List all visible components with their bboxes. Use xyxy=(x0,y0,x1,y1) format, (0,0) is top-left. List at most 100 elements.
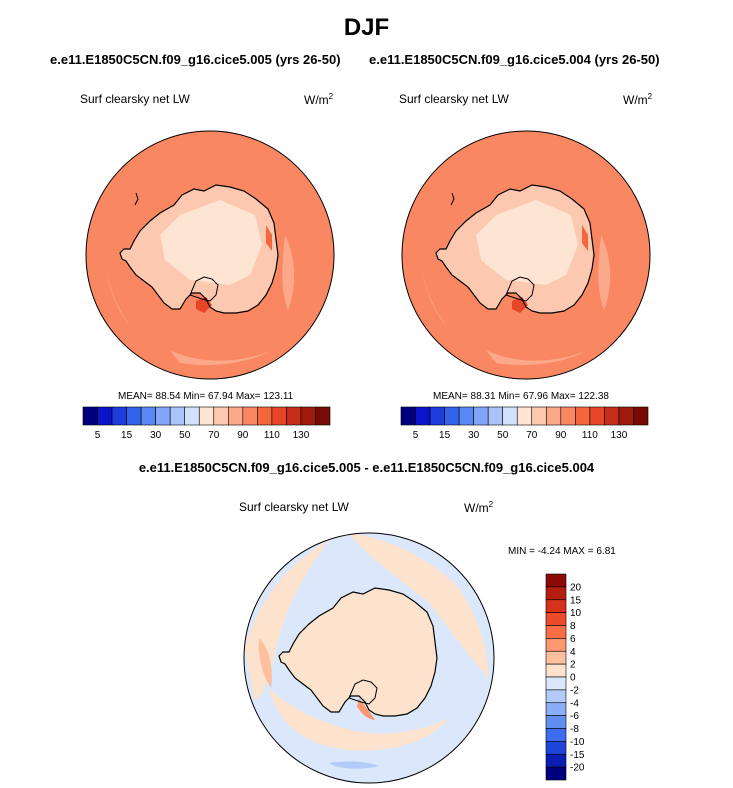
map-border xyxy=(85,130,335,380)
colorbar-box xyxy=(444,406,460,426)
colorbar-tick-label: 70 xyxy=(526,430,538,441)
colorbar-box xyxy=(560,406,576,426)
diff-weddell-positive xyxy=(258,638,272,688)
colorbar-box xyxy=(415,406,431,426)
ross-ice-shelf-line xyxy=(348,679,378,705)
field-label-right: Surf clearsky net LW xyxy=(399,92,509,106)
stats-right: MEAN= 88.31 Min= 67.96 Max= 122.38 xyxy=(433,391,609,402)
colorbar-tick-label: -15 xyxy=(570,750,585,761)
colorbar-tick-label: -20 xyxy=(570,763,585,774)
units-left: W/m2 xyxy=(304,92,334,107)
map-border xyxy=(401,130,651,380)
colorbar-box xyxy=(184,406,200,426)
colorbar-box xyxy=(604,406,620,426)
colorbar-tick-label: 2 xyxy=(570,660,576,671)
colorbar-tick-label: 90 xyxy=(237,430,249,441)
case-title-left: e.e11.E1850C5CN.f09_g16.cice5.005 (yrs 2… xyxy=(50,52,341,67)
colorbar-box xyxy=(618,406,634,426)
colorbar-box xyxy=(271,406,287,426)
colorbar-box xyxy=(575,406,591,426)
colorbar-tick-label: 130 xyxy=(293,430,310,441)
colorbar-right: 5 15 30 50 70 90 110 130 xyxy=(400,406,649,441)
field-label-left: Surf clearsky net LW xyxy=(80,92,190,106)
colorbar-box xyxy=(111,406,127,426)
colorbar-box xyxy=(257,406,273,426)
map-panel-diff xyxy=(243,532,495,784)
colorbar-box xyxy=(169,406,186,426)
colorbar-box xyxy=(545,702,567,716)
colorbar-box xyxy=(545,728,567,742)
colorbar-box xyxy=(545,689,567,704)
colorbar-box xyxy=(502,406,518,426)
colorbar-box xyxy=(286,406,302,426)
stats-diff: MIN = -4.24 MAX = 6.81 xyxy=(508,546,616,557)
colorbar-box xyxy=(227,406,244,426)
ocean-band-lighter xyxy=(282,235,295,310)
ocean-band-lighter xyxy=(486,350,586,365)
units-right: W/m2 xyxy=(623,92,653,107)
island-outline xyxy=(134,192,139,206)
colorbar-box xyxy=(545,638,567,652)
colorbar-tick-label: 15 xyxy=(570,595,582,606)
map-panel-right xyxy=(401,130,651,380)
diff-amundsen-positive xyxy=(357,698,375,720)
difference-title: e.e11.E1850C5CN.f09_g16.cice5.005 - e.e1… xyxy=(138,460,595,475)
ross-ice-shelf-line xyxy=(189,276,219,302)
antarctic-plateau-field xyxy=(160,200,262,285)
colorbar-tick-label: -6 xyxy=(570,711,579,722)
units-diff: W/m2 xyxy=(464,500,494,515)
colorbar-box xyxy=(516,406,533,426)
colorbar-tick-label: 8 xyxy=(570,621,576,632)
colorbar-box xyxy=(545,715,567,729)
ocean-band-lighter xyxy=(598,235,611,310)
map-right-content xyxy=(401,130,651,380)
colorbar-tick-label: 70 xyxy=(208,430,220,441)
colorbar-box xyxy=(82,406,98,426)
colorbar-tick-label: 15 xyxy=(439,430,451,441)
colorbar-box xyxy=(198,406,215,426)
colorbar-box xyxy=(458,406,474,426)
colorbar-box xyxy=(300,406,316,426)
colorbar-box xyxy=(633,406,649,426)
colorbar-tick-label: 50 xyxy=(179,430,191,441)
colorbar-tick-label: -10 xyxy=(570,737,585,748)
colorbar-box xyxy=(487,406,504,426)
colorbar-box xyxy=(429,406,445,426)
figure-title: DJF xyxy=(343,14,390,41)
coastal-warm-field xyxy=(582,225,588,251)
colorbar-box xyxy=(545,586,567,601)
diff-small-positive-field xyxy=(349,533,489,678)
colorbar-box xyxy=(545,741,567,755)
colorbar-box xyxy=(545,650,567,665)
map-panel-left xyxy=(85,130,335,380)
island-outline xyxy=(450,192,455,206)
colorbar-tick-label: 6 xyxy=(570,634,576,645)
colorbar-tick-label: 30 xyxy=(468,430,480,441)
colorbar-box xyxy=(242,406,258,426)
colorbar-tick-label: 0 xyxy=(570,673,576,684)
colorbar-box xyxy=(97,406,113,426)
colorbar-tick-label: 130 xyxy=(611,430,628,441)
colorbar-tick-label: 30 xyxy=(150,430,162,441)
map-border xyxy=(243,532,495,784)
map-diff-content xyxy=(243,532,495,784)
colorbar-tick-label: 50 xyxy=(497,430,509,441)
antarctica-coastline xyxy=(119,184,279,314)
colorbar-box xyxy=(545,766,567,781)
colorbar-box xyxy=(155,406,171,426)
colorbar-box xyxy=(545,676,567,691)
colorbar-box xyxy=(545,753,567,768)
colorbar-box xyxy=(140,406,156,426)
colorbar-box xyxy=(531,406,547,426)
field-label-diff: Surf clearsky net LW xyxy=(239,500,349,514)
colorbar-box xyxy=(213,406,229,426)
colorbar-tick-label: 20 xyxy=(570,582,582,593)
colorbar-left: 5 15 30 50 70 90 110 130 xyxy=(82,406,331,441)
map-left-content xyxy=(85,130,335,380)
colorbar-box xyxy=(545,573,567,588)
colorbar-box xyxy=(545,406,562,426)
colorbar-box xyxy=(126,406,142,426)
colorbar-tick-label: 110 xyxy=(582,430,598,441)
colorbar-tick-label: 110 xyxy=(264,430,280,441)
